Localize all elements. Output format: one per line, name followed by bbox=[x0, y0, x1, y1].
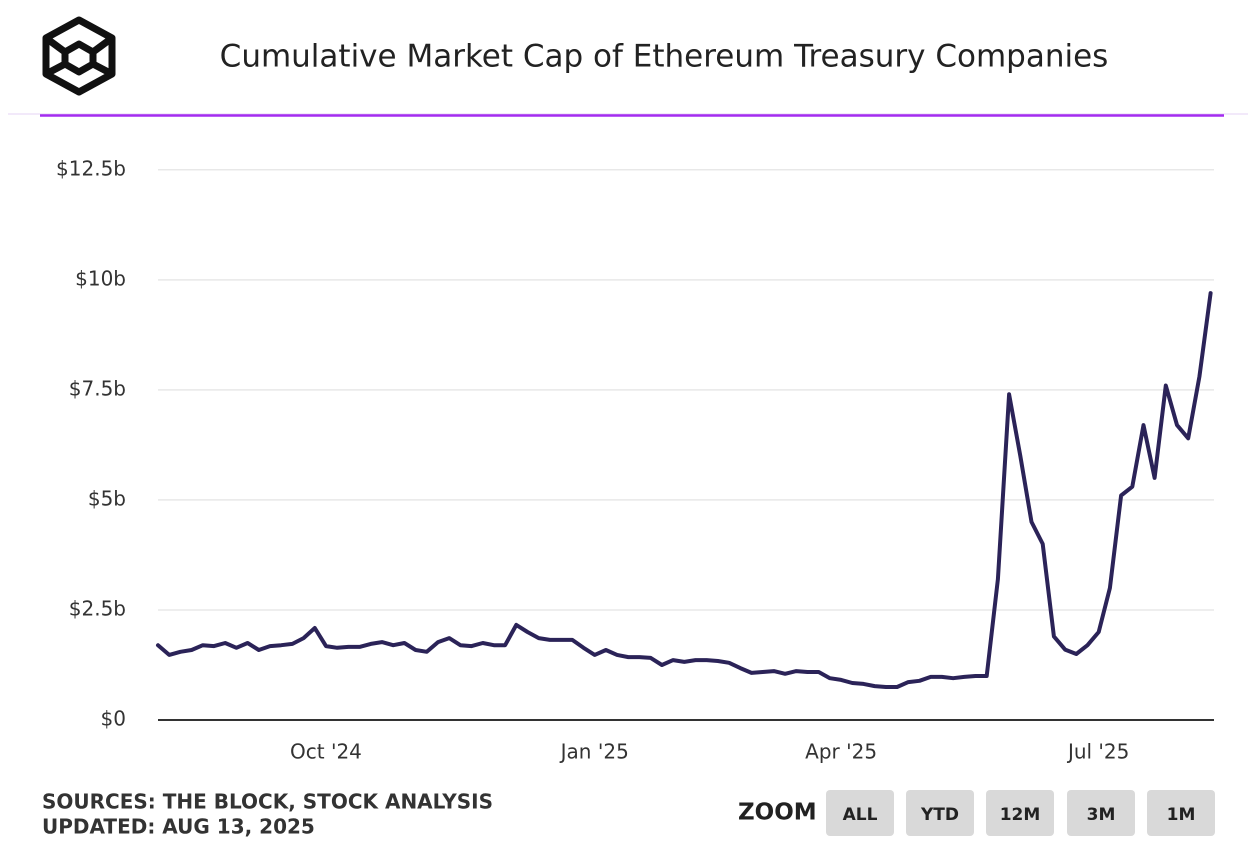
chart-title: Cumulative Market Cap of Ethereum Treasu… bbox=[220, 39, 1109, 75]
zoom-button[interactable] bbox=[986, 790, 1054, 836]
zoom-button-label[interactable]: YTD bbox=[920, 805, 959, 825]
y-tick-label: $12.5b bbox=[56, 156, 126, 180]
logo bbox=[42, 16, 116, 96]
y-tick-label: $7.5b bbox=[69, 376, 126, 400]
y-tick-label: $2.5b bbox=[69, 596, 126, 620]
zoom-button[interactable] bbox=[1067, 790, 1135, 836]
sources: SOURCES: THE BLOCK, STOCK ANALYSIS bbox=[42, 790, 493, 814]
zoom-label: ZOOM bbox=[738, 800, 817, 826]
y-tick-label: $0 bbox=[101, 707, 126, 731]
x-tick-label: Oct '24 bbox=[290, 740, 362, 764]
zoom-button-label[interactable]: 3M bbox=[1087, 805, 1116, 825]
y-tick-label: $10b bbox=[75, 266, 126, 290]
x-tick-label: Jan '25 bbox=[559, 740, 629, 764]
y-tick-label: $5b bbox=[88, 486, 126, 510]
x-tick-label: Jul '25 bbox=[1066, 740, 1129, 764]
zoom-button-label[interactable]: 12M bbox=[1000, 805, 1041, 825]
x-tick-label: Apr '25 bbox=[805, 740, 877, 764]
zoom-button-label[interactable]: ALL bbox=[843, 805, 878, 825]
line bbox=[156, 291, 1213, 689]
updated: UPDATED: AUG 13, 2025 bbox=[42, 815, 315, 839]
zoom-button[interactable] bbox=[826, 790, 894, 836]
zoom-button-label[interactable]: 1M bbox=[1167, 805, 1196, 825]
zoom-button[interactable] bbox=[906, 790, 974, 836]
zoom-button[interactable] bbox=[1147, 790, 1215, 836]
